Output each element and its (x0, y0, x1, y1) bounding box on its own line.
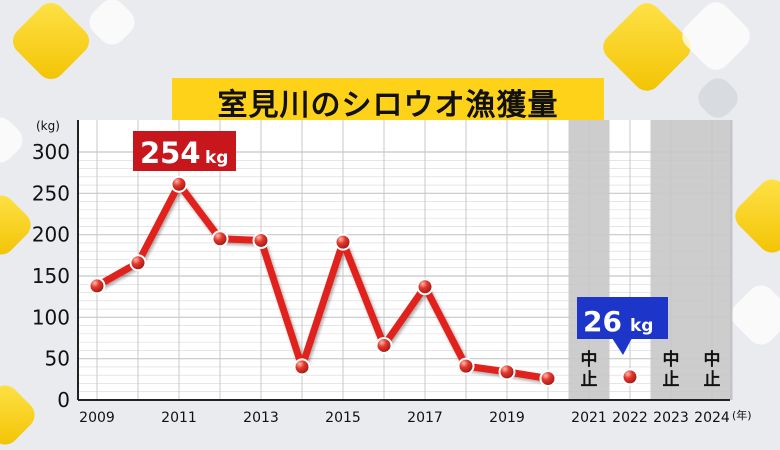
callout-value: 254 (140, 136, 201, 170)
x-tick-label: 2011 (161, 410, 197, 426)
x-tick-label: 2019 (489, 410, 525, 426)
suspended-label: 中止 (581, 349, 598, 390)
x-tick-label: 2022 (612, 410, 648, 426)
data-point (621, 368, 639, 386)
data-point (88, 277, 106, 295)
data-point (170, 175, 188, 193)
x-tick-label: 2024 (694, 410, 730, 426)
callout-peak: 254 kg (133, 131, 236, 171)
y-tick-label: 0 (57, 388, 70, 412)
data-point (375, 336, 393, 354)
y-tick-label: 300 (32, 140, 70, 164)
suspended-label-char: 止 (663, 369, 680, 390)
x-tick-label: 2015 (325, 410, 361, 426)
suspended-label-char: 中 (581, 349, 598, 370)
suspended-label-char: 止 (704, 369, 721, 390)
data-point (252, 231, 270, 249)
data-point (211, 230, 229, 248)
callout-box (133, 131, 236, 171)
y-unit-label: (kg) (36, 119, 60, 133)
data-point (416, 278, 434, 296)
line-chart: 0 50 100 150 200 250 300 (kg) 2009 2011 2013 2015 20… (32, 119, 752, 426)
x-tick-label: 2009 (79, 410, 115, 426)
x-tick-label: 2021 (571, 410, 607, 426)
suspended-label-char: 中 (663, 349, 680, 370)
y-tick-label: 250 (32, 181, 70, 205)
y-tick-label: 150 (32, 264, 70, 288)
data-point (334, 233, 352, 251)
data-point (457, 357, 475, 375)
callout-unit: kg (205, 148, 228, 168)
data-point (539, 370, 557, 388)
callout-box (577, 297, 668, 339)
y-tick-label: 200 (32, 223, 70, 247)
x-tick-label: 2013 (243, 410, 279, 426)
data-point (129, 254, 147, 272)
x-tick-label: 2017 (407, 410, 443, 426)
y-tick-label: 50 (45, 347, 70, 371)
suspended-label-char: 止 (581, 369, 598, 390)
chart-title: 室見川のシロウオ漁獲量 (217, 88, 559, 123)
suspended-label: 中止 (704, 349, 721, 390)
callout-value: 26 (583, 305, 622, 338)
callout-unit: kg (630, 316, 653, 336)
y-tick-label: 100 (32, 305, 70, 329)
data-point (293, 358, 311, 376)
data-point (498, 363, 516, 381)
x-unit-label: (年) (732, 408, 752, 422)
suspended-label: 中止 (663, 349, 680, 390)
x-tick-label: 2023 (653, 410, 689, 426)
suspended-label-char: 中 (704, 349, 721, 370)
chart-title-box: 室見川のシロウオ漁獲量 (172, 78, 604, 126)
callout-2022: 26 kg (577, 297, 668, 355)
callout-pointer (612, 338, 632, 355)
